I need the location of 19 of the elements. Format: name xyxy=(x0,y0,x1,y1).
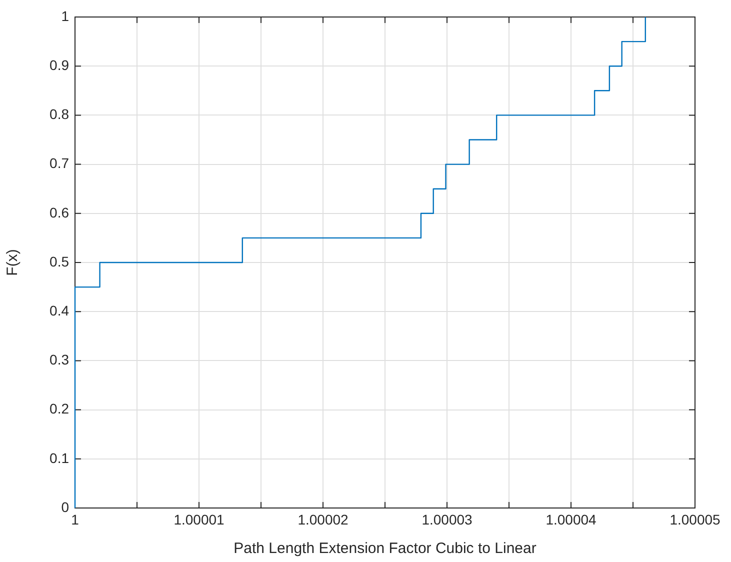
y-tick-label: 0.9 xyxy=(50,56,70,73)
y-tick-label: 1 xyxy=(61,8,70,24)
y-tick-label: 0.4 xyxy=(50,302,70,318)
y-tick-label: 0.2 xyxy=(50,400,70,417)
y-tick-label: 0.6 xyxy=(50,204,70,220)
x-tick-label: 1 xyxy=(71,511,80,528)
x-tick-label: 1.00001 xyxy=(174,511,225,528)
x-tick-label: 1.00004 xyxy=(546,511,597,528)
x-tick-label: 1.00003 xyxy=(422,511,473,528)
y-tick-label: 0 xyxy=(61,498,70,515)
x-axis-title: Path Length Extension Factor Cubic to Linear xyxy=(234,540,536,558)
y-axis-title: F(x) xyxy=(4,249,22,276)
y-tick-label: 0.5 xyxy=(50,253,70,270)
x-tick-label: 1.00005 xyxy=(670,511,721,528)
y-tick-label: 0.1 xyxy=(50,450,70,466)
x-tick-label: 1.00002 xyxy=(298,511,349,528)
y-tick-label: 0.3 xyxy=(50,352,70,368)
y-tick-label: 0.7 xyxy=(50,155,70,172)
y-tick-label: 0.8 xyxy=(50,106,70,122)
